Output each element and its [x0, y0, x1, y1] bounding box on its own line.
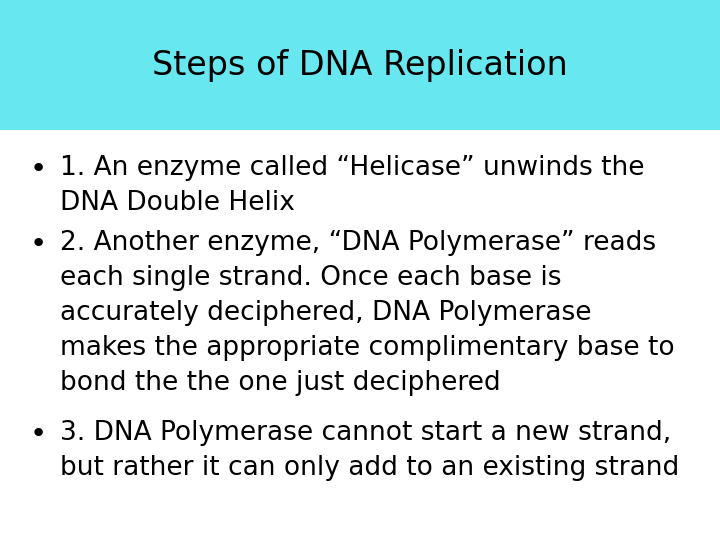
Text: DNA Double Helix: DNA Double Helix — [60, 190, 295, 216]
Text: Steps of DNA Replication: Steps of DNA Replication — [152, 49, 568, 82]
Text: •: • — [30, 155, 47, 183]
Text: •: • — [30, 230, 47, 258]
Text: •: • — [30, 420, 47, 448]
Text: each single strand. Once each base is: each single strand. Once each base is — [60, 265, 562, 291]
Text: accurately deciphered, DNA Polymerase: accurately deciphered, DNA Polymerase — [60, 300, 592, 326]
Bar — [0, 0, 720, 130]
Text: makes the appropriate complimentary base to: makes the appropriate complimentary base… — [60, 335, 675, 361]
Text: 1. An enzyme called “Helicase” unwinds the: 1. An enzyme called “Helicase” unwinds t… — [60, 155, 644, 181]
Text: 3. DNA Polymerase cannot start a new strand,: 3. DNA Polymerase cannot start a new str… — [60, 420, 671, 446]
Text: bond the the one just deciphered: bond the the one just deciphered — [60, 370, 500, 396]
Text: but rather it can only add to an existing strand: but rather it can only add to an existin… — [60, 455, 679, 481]
Text: 2. Another enzyme, “DNA Polymerase” reads: 2. Another enzyme, “DNA Polymerase” read… — [60, 230, 656, 256]
